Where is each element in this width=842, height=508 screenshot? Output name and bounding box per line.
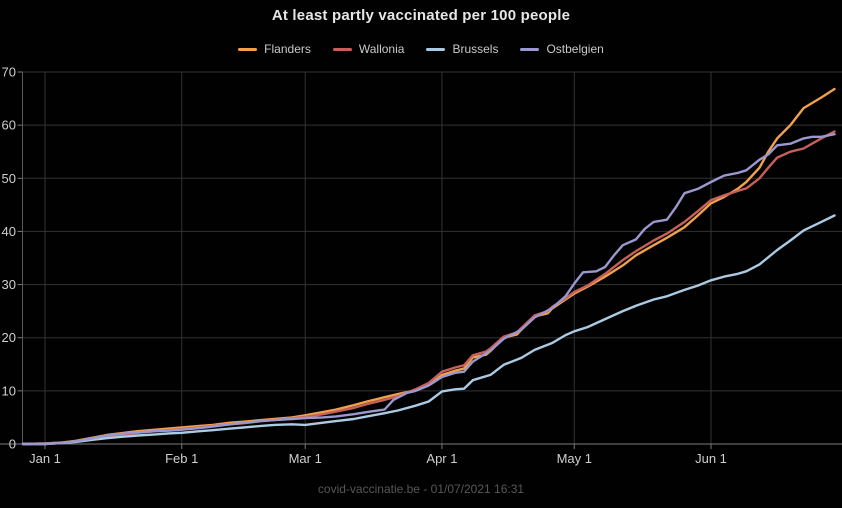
chart-legend: Flanders Wallonia Brussels Ostbelgien	[0, 42, 842, 56]
y-axis-tick-label: 0	[9, 437, 16, 452]
legend-item-ostbelgien[interactable]: Ostbelgien	[520, 42, 604, 56]
y-axis-tick-label: 20	[2, 330, 16, 345]
wallonia-line-swatch-icon	[332, 47, 352, 51]
ostbelgien-line-swatch-icon	[520, 47, 540, 51]
brussels-line-swatch-icon	[426, 47, 446, 51]
y-axis-tick-label: 60	[2, 118, 16, 133]
series-line-brussels	[21, 214, 836, 446]
series-line-ostbelgien	[21, 132, 836, 446]
legend-label-wallonia: Wallonia	[358, 42, 405, 56]
y-axis-tick-label: 50	[2, 171, 16, 186]
chart-title: At least partly vaccinated per 100 peopl…	[271, 7, 571, 24]
series-line-flanders	[21, 87, 836, 446]
y-axis-tick-label: 30	[2, 277, 16, 292]
source-footer: covid-vaccinatie.be - 01/07/2021 16:31	[317, 482, 525, 496]
flanders-line-swatch-icon	[238, 47, 258, 51]
legend-label-flanders: Flanders	[264, 42, 311, 56]
legend-label-brussels: Brussels	[452, 42, 499, 56]
legend-label-ostbelgien: Ostbelgien	[546, 42, 604, 56]
x-axis-tick-label: Jun 1	[695, 451, 727, 466]
x-axis-tick-label: Apr 1	[426, 451, 457, 466]
y-axis-tick-label: 10	[2, 383, 16, 398]
y-axis-tick-label: 70	[2, 65, 16, 80]
legend-item-brussels[interactable]: Brussels	[426, 42, 498, 56]
x-axis-tick-label: Feb 1	[165, 451, 198, 466]
x-axis-tick-label: Jan 1	[29, 451, 61, 466]
y-axis-tick-label: 40	[2, 224, 16, 239]
x-axis-tick-label: Mar 1	[289, 451, 322, 466]
x-axis-tick-label: May 1	[557, 451, 592, 466]
legend-item-wallonia[interactable]: Wallonia	[332, 42, 405, 56]
legend-item-flanders[interactable]: Flanders	[238, 42, 311, 56]
